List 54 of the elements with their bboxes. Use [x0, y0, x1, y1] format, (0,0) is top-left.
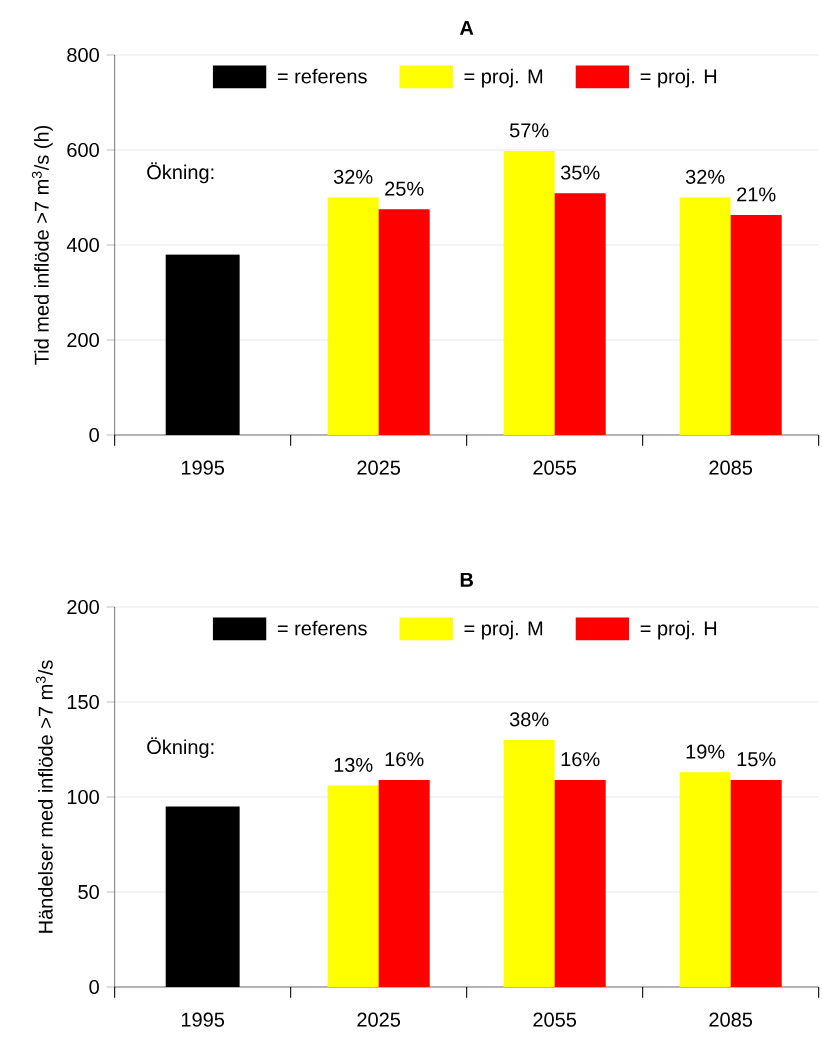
bar: [554, 193, 606, 435]
annotation: 25%: [385, 181, 424, 196]
bar: [327, 785, 379, 987]
y-tick-label: 200: [67, 332, 99, 348]
y-tick-label: 400: [66, 237, 99, 253]
legend-label: = proj. H: [640, 620, 717, 640]
bar: [378, 209, 430, 435]
x-tick-label: 2025: [357, 460, 401, 475]
bar: [679, 197, 731, 435]
bar: [730, 779, 782, 987]
annotation: 35%: [560, 165, 600, 180]
y-tick-label: 800: [67, 47, 99, 63]
legend-label: = referens: [277, 68, 367, 84]
legend-label: = proj. M: [464, 620, 543, 640]
annotation: 21%: [737, 187, 776, 202]
y-tick-label: 150: [67, 694, 99, 710]
x-tick-label: 2025: [357, 1012, 401, 1027]
x-tick-label: 2085: [709, 460, 753, 475]
y-axis-title: Händelser med inflöde >7 m$^{3}$/s: [35, 660, 53, 933]
legend-label: = proj. M: [464, 68, 543, 88]
annotation: 19%: [686, 744, 725, 759]
chart-title: B: [460, 572, 473, 587]
bar: [503, 150, 555, 435]
y-tick-label: 100: [67, 789, 99, 805]
annotation: 13%: [334, 757, 373, 772]
bar: [554, 779, 606, 987]
y-tick-label: 200: [67, 599, 99, 615]
y-tick-label: 50: [78, 884, 99, 900]
annotation: Ökning:: [147, 162, 214, 184]
x-tick-label: 2055: [533, 460, 577, 475]
x-tick-label: 1995: [181, 460, 225, 475]
annotation: 32%: [685, 169, 725, 184]
bar: [378, 779, 430, 987]
bar: [730, 215, 782, 435]
bar: [503, 740, 555, 987]
legend-label: = proj. H: [640, 68, 717, 88]
annotation: 16%: [561, 752, 600, 767]
bar: [679, 772, 731, 987]
x-tick-label: 2085: [709, 1012, 753, 1027]
annotation: 32%: [333, 169, 373, 184]
y-tick-label: 0: [89, 427, 99, 443]
annotation: 57%: [509, 123, 549, 138]
bar: [327, 197, 379, 435]
annotation: 15%: [737, 752, 776, 767]
x-tick-label: 2055: [533, 1012, 577, 1027]
annotation: Ökning:: [147, 737, 214, 759]
x-tick-label: 1995: [181, 1012, 225, 1027]
y-tick-label: 0: [89, 979, 99, 995]
y-tick-label: 600: [67, 142, 99, 158]
annotation: 16%: [385, 752, 424, 767]
y-axis-title: Tid med inflöde >7 m$^{3}$/s (h): [31, 125, 53, 365]
chart-title: A: [459, 20, 474, 35]
legend-label: = referens: [277, 620, 367, 636]
annotation: 38%: [509, 712, 549, 727]
